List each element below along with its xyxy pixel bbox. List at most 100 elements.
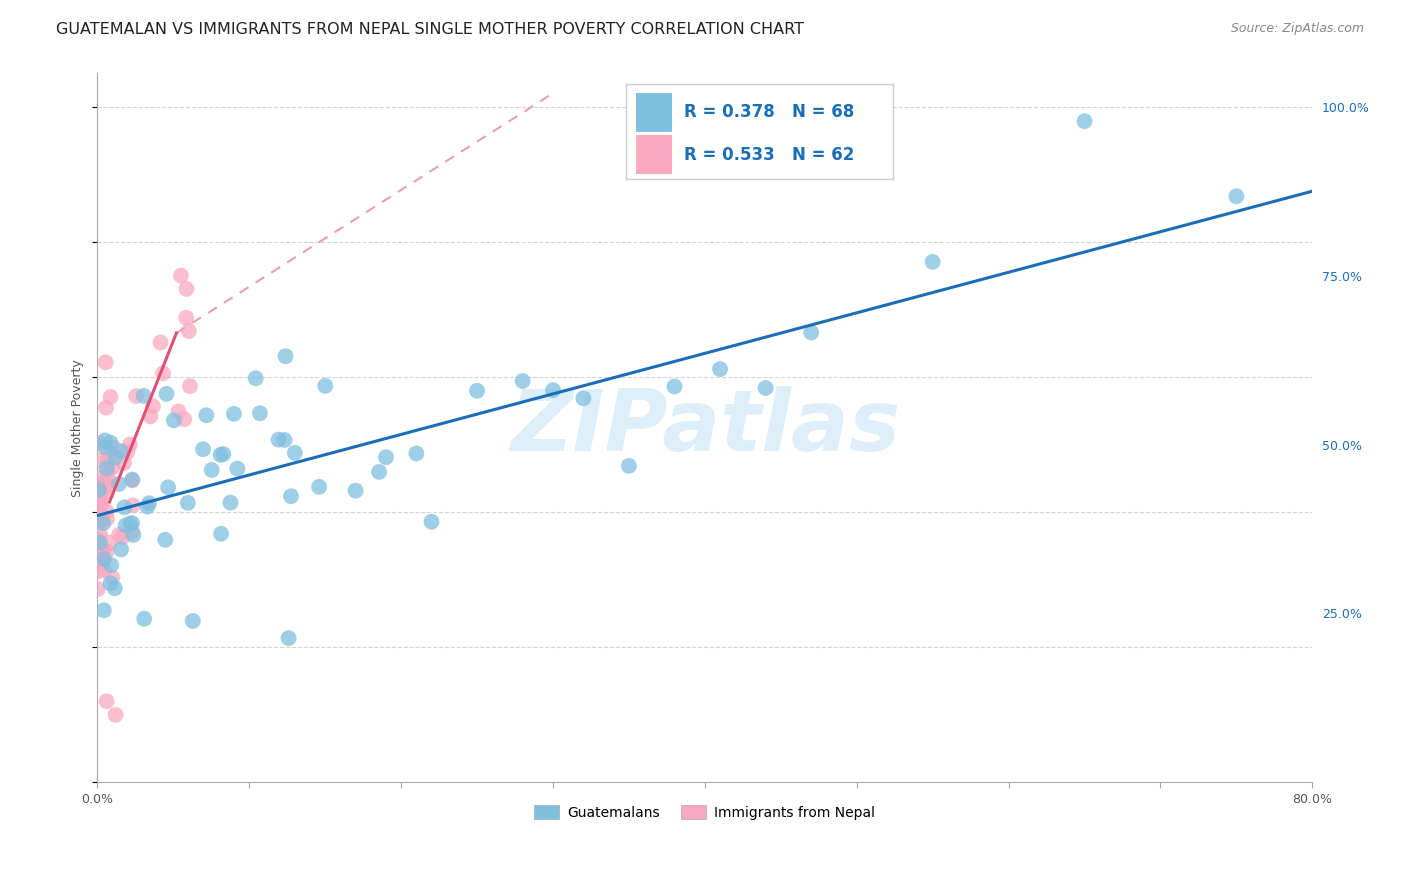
Point xyxy=(97,472,120,486)
Point xyxy=(121,474,143,488)
Point xyxy=(249,406,271,420)
Point xyxy=(117,445,139,459)
Y-axis label: Single Mother Poverty: Single Mother Poverty xyxy=(72,359,84,497)
Point xyxy=(121,516,143,531)
Point xyxy=(209,448,232,462)
Text: ZIPatlas: ZIPatlas xyxy=(510,386,900,469)
Point xyxy=(800,326,823,340)
Point xyxy=(90,511,112,525)
Point xyxy=(709,362,731,376)
Text: R = 0.533   N = 62: R = 0.533 N = 62 xyxy=(685,145,855,163)
Point xyxy=(163,413,186,427)
Point xyxy=(465,384,488,398)
Point xyxy=(277,631,299,645)
Point xyxy=(100,576,122,591)
Point xyxy=(94,440,117,454)
Point xyxy=(97,478,120,492)
Point xyxy=(100,435,122,450)
Point xyxy=(664,379,686,393)
Point xyxy=(114,500,136,515)
Point xyxy=(96,504,118,518)
Point xyxy=(93,550,115,565)
Point xyxy=(176,282,198,296)
Point xyxy=(1073,114,1095,128)
Point xyxy=(122,528,145,542)
Point xyxy=(104,582,127,596)
Point xyxy=(98,535,121,549)
Point xyxy=(93,603,115,617)
Point xyxy=(274,349,297,363)
Point xyxy=(177,496,200,510)
Point xyxy=(121,473,143,487)
Point xyxy=(104,450,127,465)
Point xyxy=(108,527,131,541)
Point xyxy=(101,460,124,475)
Point xyxy=(93,552,115,566)
Point xyxy=(181,614,204,628)
Point xyxy=(212,447,235,461)
Point xyxy=(284,446,307,460)
Point xyxy=(195,409,218,423)
Point xyxy=(219,495,242,509)
Point xyxy=(267,433,290,447)
Text: Source: ZipAtlas.com: Source: ZipAtlas.com xyxy=(1230,22,1364,36)
Point xyxy=(96,512,118,526)
Point xyxy=(104,707,127,722)
Point xyxy=(87,557,110,571)
Point xyxy=(89,497,111,511)
Point xyxy=(512,374,534,388)
Point xyxy=(90,558,112,573)
Point xyxy=(93,480,115,494)
FancyBboxPatch shape xyxy=(636,136,672,175)
Point xyxy=(921,255,943,269)
Point xyxy=(273,433,295,447)
Point xyxy=(139,409,162,424)
Point xyxy=(100,390,122,404)
Point xyxy=(222,407,245,421)
Point xyxy=(121,524,143,538)
Point xyxy=(87,483,110,497)
Point xyxy=(89,476,111,491)
Point xyxy=(375,450,398,465)
Point xyxy=(94,475,117,490)
Point xyxy=(177,324,200,338)
Point xyxy=(118,437,141,451)
Point xyxy=(87,532,110,546)
Point xyxy=(89,471,111,485)
Point xyxy=(122,499,145,513)
Point xyxy=(96,544,118,558)
Point xyxy=(98,447,121,461)
Point xyxy=(149,335,172,350)
Point xyxy=(120,516,142,531)
Point xyxy=(314,379,336,393)
Point xyxy=(96,694,118,708)
Point xyxy=(108,477,131,491)
Point xyxy=(142,399,165,413)
Point xyxy=(173,412,195,426)
Point xyxy=(344,483,367,498)
Point xyxy=(541,383,564,397)
Point xyxy=(87,502,110,516)
Point xyxy=(93,563,115,577)
Point xyxy=(191,442,214,457)
FancyBboxPatch shape xyxy=(626,84,893,179)
Point xyxy=(94,434,117,448)
Text: R = 0.378   N = 68: R = 0.378 N = 68 xyxy=(685,103,855,121)
Point xyxy=(755,381,778,395)
Point xyxy=(136,500,159,514)
Point xyxy=(201,463,224,477)
Point xyxy=(90,500,112,514)
Point xyxy=(280,489,302,503)
Point xyxy=(111,530,134,544)
Point xyxy=(97,454,120,468)
Point xyxy=(90,482,112,496)
Point xyxy=(96,461,118,475)
Point xyxy=(125,389,148,403)
Point xyxy=(89,436,111,450)
Point xyxy=(97,464,120,478)
Point xyxy=(155,533,177,547)
Point xyxy=(245,371,267,385)
Point xyxy=(89,494,111,508)
Point xyxy=(226,461,249,475)
FancyBboxPatch shape xyxy=(636,93,672,132)
